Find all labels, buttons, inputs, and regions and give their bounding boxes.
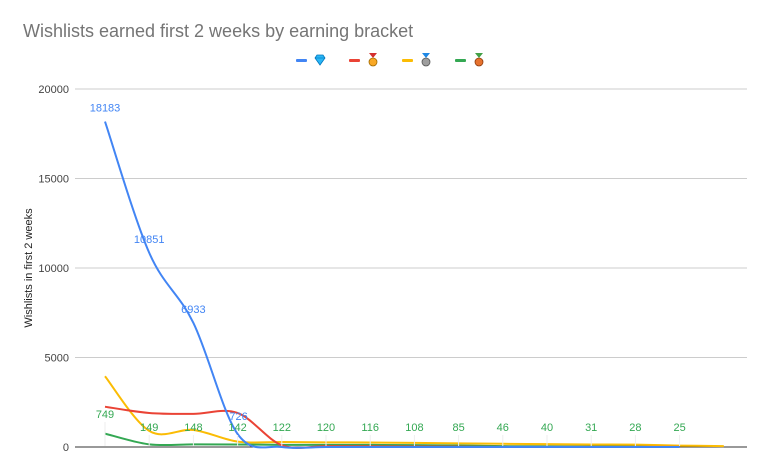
y-tick-label: 0 [63, 442, 69, 454]
data-label: 85 [452, 422, 464, 434]
legend-swatch [402, 58, 413, 62]
data-label: 122 [273, 422, 291, 434]
gem-icon [314, 54, 326, 66]
data-label: 726 [229, 411, 247, 423]
data-label: 108 [405, 422, 423, 434]
y-tick-label: 5000 [45, 353, 69, 365]
data-label: 6933 [181, 304, 205, 316]
data-label: 40 [541, 422, 553, 434]
data-label: 31 [585, 422, 597, 434]
data-label: 116 [361, 422, 379, 434]
legend-item-silver[interactable] [402, 53, 433, 67]
data-label: 749 [96, 409, 114, 421]
data-label: 46 [497, 422, 509, 434]
data-label: 148 [184, 422, 202, 434]
data-label: 10851 [134, 234, 165, 246]
data-label: 25 [673, 422, 685, 434]
legend-item-bronze[interactable] [455, 53, 486, 67]
legend-swatch [455, 58, 466, 62]
legend-swatch [349, 58, 360, 62]
chart-title: Wishlists earned first 2 weeks by earnin… [23, 21, 414, 41]
legend-item-gold[interactable] [349, 53, 380, 67]
data-label: 28 [629, 422, 641, 434]
y-tick-label: 20000 [38, 84, 69, 96]
data-label: 18183 [90, 103, 121, 115]
chart-legend [296, 53, 486, 67]
data-label: 149 [140, 422, 158, 434]
legend-swatch [296, 58, 307, 62]
silver-medal-icon [421, 53, 431, 67]
data-label: 142 [228, 422, 246, 434]
y-tick-label: 15000 [38, 174, 69, 186]
series-line[interactable] [104, 121, 680, 449]
y-tick-label: 10000 [38, 263, 69, 275]
legend-item-diamond[interactable] [296, 53, 327, 67]
data-label: 120 [317, 422, 335, 434]
bronze-medal-icon [474, 53, 484, 67]
gold-medal-icon [368, 53, 378, 67]
